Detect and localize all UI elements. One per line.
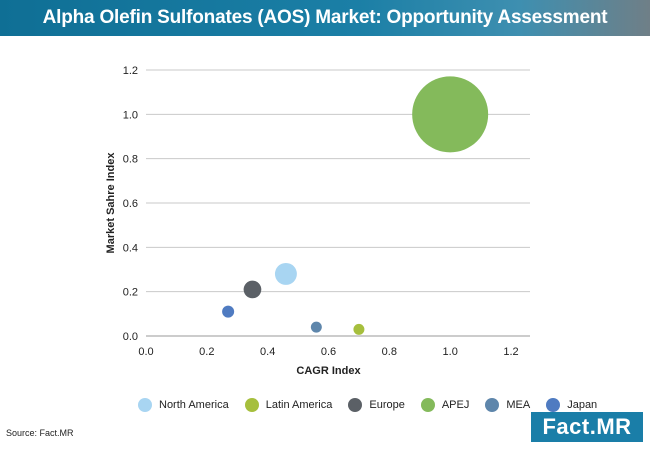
bubble-japan <box>222 305 235 318</box>
x-tick-label: 1.2 <box>503 346 518 358</box>
legend-label: North America <box>159 399 229 411</box>
y-tick-label: 0.2 <box>123 287 138 299</box>
legend-label: Latin America <box>265 399 333 411</box>
legend-item: APEJ <box>420 398 470 412</box>
bubble-mea <box>310 321 322 333</box>
y-tick-label: 0.0 <box>123 331 138 343</box>
chart-title: Alpha Olefin Sulfonates (AOS) Market: Op… <box>42 7 608 28</box>
y-tick-label: 0.6 <box>123 198 138 210</box>
legend-swatch <box>244 398 259 412</box>
x-tick-label: 0.6 <box>321 346 336 358</box>
legend-swatch <box>138 398 152 412</box>
x-axis-title: CAGR Index <box>296 365 361 377</box>
x-tick-label: 1.0 <box>443 346 458 358</box>
y-axis-title: Market Sahre Index <box>105 152 117 254</box>
legend-item: Japan <box>546 398 597 412</box>
x-tick-label: 0.0 <box>138 346 153 358</box>
legend-swatch <box>546 398 561 412</box>
legend-swatch <box>348 398 363 412</box>
y-tick-label: 1.0 <box>123 109 138 121</box>
legend-item: Latin America <box>244 398 333 412</box>
header-bar: Alpha Olefin Sulfonates (AOS) Market: Op… <box>0 0 650 36</box>
y-tick-label: 1.2 <box>123 65 138 77</box>
legend-label: Europe <box>369 399 405 411</box>
y-tick-label: 0.4 <box>123 242 138 254</box>
bubble-apej <box>412 76 489 153</box>
bubble-north-america <box>274 262 297 285</box>
x-tick-label: 0.2 <box>199 346 214 358</box>
chart-legend: North America Latin America Europe APEJ MEA J… <box>138 396 613 414</box>
source-note: Source: Fact.MR <box>6 428 74 438</box>
legend-swatch <box>485 398 500 412</box>
legend-item: MEA <box>485 398 530 412</box>
legend-label: MEA <box>506 399 531 411</box>
x-tick-label: 0.8 <box>382 346 397 358</box>
fact-mr-logo: Fact.MR <box>531 412 643 442</box>
legend-label: Japan <box>567 399 598 411</box>
bubble-europe <box>243 280 262 299</box>
legend-label: APEJ <box>441 399 470 411</box>
legend-swatch <box>420 398 435 412</box>
x-tick-label: 0.4 <box>260 346 275 358</box>
bubble-chart: 0.0 0.2 0.4 0.6 0.8 1.0 1.2 0.0 0.2 0.4 0.6 0.8 1.0 1… <box>105 65 530 377</box>
legend-item: Europe <box>348 398 405 412</box>
bubble-latin-america <box>353 323 365 335</box>
legend-item: North America <box>138 398 229 412</box>
y-tick-label: 0.8 <box>123 154 138 166</box>
